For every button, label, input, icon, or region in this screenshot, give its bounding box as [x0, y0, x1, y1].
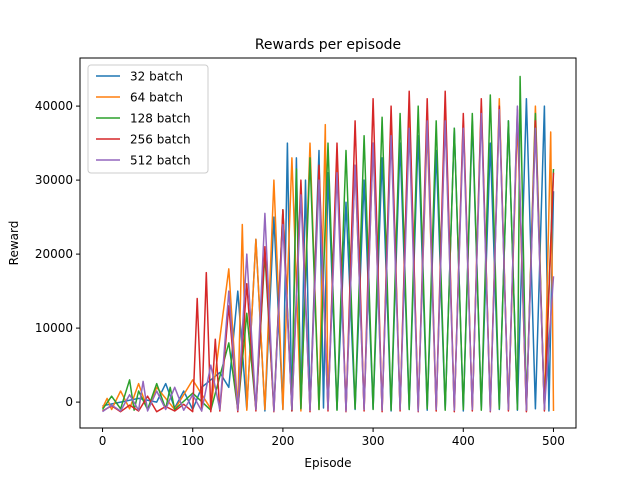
x-tick-label: 200 [271, 434, 294, 448]
y-tick-label: 30000 [35, 173, 73, 187]
x-tick-label: 300 [362, 434, 385, 448]
plot-area [101, 75, 555, 413]
plot-frame [79, 57, 577, 429]
y-tick-label: 40000 [35, 99, 73, 113]
legend-label: 32 batch [130, 70, 183, 84]
y-axis-label: Reward [7, 221, 21, 266]
y-tick-label: 10000 [35, 321, 73, 335]
x-axis: 0 100 200 300 400 500 [99, 428, 565, 448]
x-tick-label: 0 [99, 434, 107, 448]
x-tick-label: 500 [542, 434, 565, 448]
legend-box [87, 64, 209, 174]
y-axis: 0 10000 20000 30000 40000 [35, 99, 80, 409]
x-tick-label: 400 [452, 434, 475, 448]
series-line-5 [102, 105, 555, 413]
x-tick-label: 100 [181, 434, 204, 448]
y-tick-label: 0 [65, 395, 73, 409]
chart-title: Rewards per episode [255, 37, 401, 53]
legend-label: 512 batch [130, 154, 191, 168]
legend-label: 256 batch [130, 133, 191, 147]
legend-label: 64 batch [130, 91, 183, 105]
legend-label: 128 batch [130, 112, 191, 126]
legend: 32 batch 64 batch 128 batch 256 batch 512 ba… [87, 64, 209, 174]
x-axis-label: Episode [304, 456, 351, 470]
y-tick-label: 20000 [35, 247, 73, 261]
